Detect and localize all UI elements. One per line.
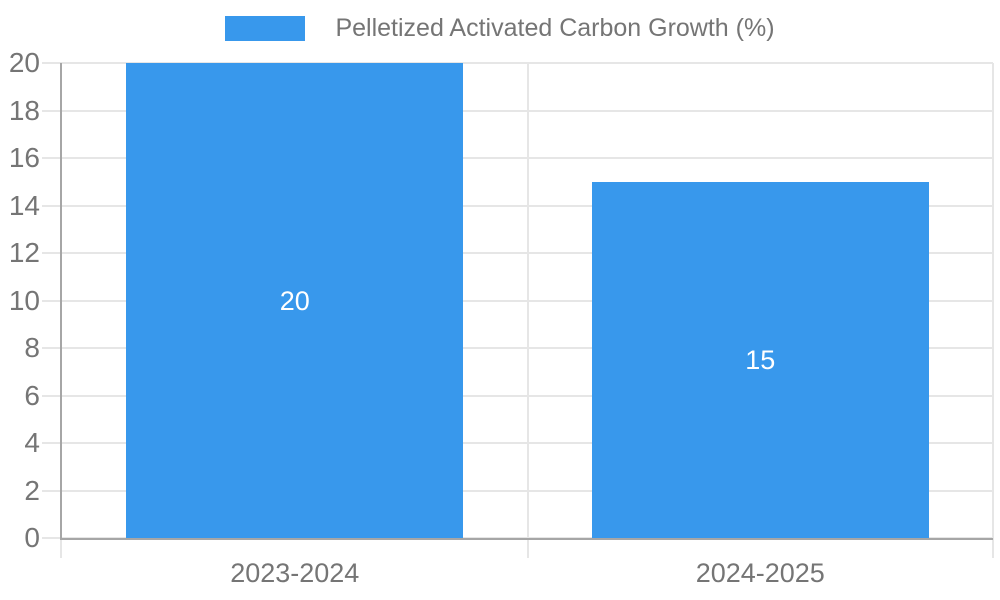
- y-axis-tick-label: 16: [8, 142, 40, 173]
- y-gridline: [42, 442, 993, 444]
- y-gridline: [42, 109, 993, 112]
- bar-value-label: 20: [279, 285, 310, 316]
- x-axis-line: [60, 538, 993, 540]
- legend-swatch: [225, 16, 306, 41]
- axis-tick: [60, 538, 62, 558]
- y-axis-tick-label: 6: [24, 379, 40, 411]
- y-axis-tick-label: 14: [8, 189, 40, 221]
- bar[interactable]: [591, 181, 929, 538]
- y-gridline: [42, 299, 993, 302]
- y-gridline: [42, 489, 993, 492]
- y-axis-tick-label: 12: [8, 237, 40, 268]
- y-axis-tick-label: 18: [8, 94, 40, 126]
- x-axis-label: 2023-2024: [230, 558, 360, 588]
- x-gridline: [992, 63, 994, 558]
- chart-legend[interactable]: Pelletized Activated Carbon Growth (%): [0, 14, 1000, 43]
- y-axis-tick-label: 10: [8, 284, 40, 316]
- legend-label: Pelletized Activated Carbon Growth (%): [335, 14, 775, 42]
- y-axis-tick-label: 0: [24, 522, 40, 553]
- y-gridline: [42, 204, 993, 207]
- y-gridline: [42, 62, 993, 64]
- bar[interactable]: [126, 63, 464, 538]
- y-axis-tick-label: 8: [24, 332, 40, 363]
- y-gridline: [42, 252, 993, 254]
- x-axis-label: 2024-2025: [695, 558, 825, 588]
- y-axis-line: [60, 63, 62, 540]
- y-gridline: [42, 347, 993, 349]
- y-axis-tick-label: 20: [8, 47, 40, 78]
- y-gridline: [42, 394, 993, 397]
- bar-value-label: 15: [745, 344, 776, 375]
- x-gridline: [526, 63, 529, 558]
- y-axis-tick-label: 2: [24, 474, 40, 506]
- y-gridline: [42, 157, 993, 159]
- y-axis-tick-label: 4: [24, 427, 40, 458]
